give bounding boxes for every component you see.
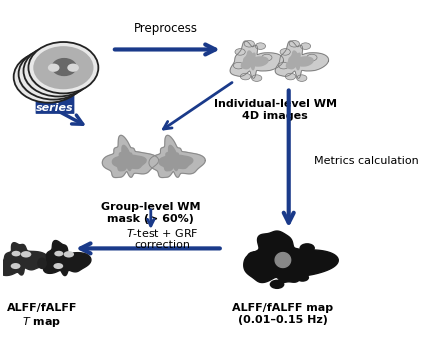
Ellipse shape	[299, 243, 314, 253]
Ellipse shape	[295, 273, 308, 282]
Ellipse shape	[12, 251, 21, 256]
Text: $T$-test + GRF
correction: $T$-test + GRF correction	[126, 227, 198, 250]
Ellipse shape	[52, 58, 77, 76]
Text: Individual-level WM
4D images: Individual-level WM 4D images	[213, 99, 336, 121]
Ellipse shape	[243, 40, 254, 47]
Polygon shape	[159, 145, 192, 171]
Ellipse shape	[67, 64, 79, 72]
Ellipse shape	[285, 73, 295, 80]
Ellipse shape	[46, 61, 72, 79]
Ellipse shape	[233, 62, 243, 69]
Ellipse shape	[62, 67, 74, 75]
Text: Preprocess: Preprocess	[134, 22, 198, 35]
Ellipse shape	[28, 49, 89, 92]
Ellipse shape	[255, 43, 265, 50]
Polygon shape	[243, 231, 338, 282]
Ellipse shape	[234, 49, 245, 55]
Ellipse shape	[306, 54, 316, 61]
Polygon shape	[286, 51, 312, 70]
Polygon shape	[0, 243, 48, 275]
Ellipse shape	[18, 48, 88, 100]
Ellipse shape	[280, 49, 290, 55]
Ellipse shape	[38, 70, 49, 78]
Polygon shape	[241, 51, 267, 70]
Ellipse shape	[53, 263, 63, 269]
Ellipse shape	[300, 43, 310, 50]
Text: Group-level WM
mask (> 60%): Group-level WM mask (> 60%)	[101, 202, 200, 223]
Polygon shape	[112, 145, 146, 171]
Ellipse shape	[269, 231, 283, 240]
Ellipse shape	[240, 73, 250, 80]
Ellipse shape	[24, 45, 93, 96]
Polygon shape	[230, 41, 283, 78]
Text: ALFF/fALFF map
(0.01–0.15 Hz): ALFF/fALFF map (0.01–0.15 Hz)	[232, 303, 333, 325]
Text: ALFF/fALFF
$T$ map: ALFF/fALFF $T$ map	[7, 303, 77, 329]
Ellipse shape	[37, 67, 62, 86]
Ellipse shape	[33, 46, 93, 89]
Ellipse shape	[54, 251, 63, 256]
Polygon shape	[149, 135, 205, 178]
Text: Metrics calculation: Metrics calculation	[313, 156, 418, 165]
Polygon shape	[274, 252, 290, 268]
Ellipse shape	[278, 62, 288, 69]
Ellipse shape	[28, 42, 98, 93]
Ellipse shape	[18, 55, 79, 98]
Ellipse shape	[14, 51, 83, 103]
Ellipse shape	[289, 40, 299, 47]
Polygon shape	[102, 135, 158, 178]
Polygon shape	[43, 241, 91, 276]
Ellipse shape	[261, 54, 271, 61]
Ellipse shape	[21, 251, 31, 257]
Ellipse shape	[11, 263, 20, 269]
Ellipse shape	[43, 67, 55, 75]
Text: Time
series: Time series	[36, 92, 74, 113]
Ellipse shape	[33, 73, 45, 81]
Ellipse shape	[251, 75, 261, 82]
Ellipse shape	[269, 280, 284, 289]
Ellipse shape	[57, 70, 69, 78]
Polygon shape	[274, 41, 328, 78]
Ellipse shape	[296, 75, 306, 82]
Ellipse shape	[42, 64, 67, 82]
Ellipse shape	[23, 52, 83, 95]
Ellipse shape	[48, 64, 59, 72]
Ellipse shape	[63, 251, 74, 257]
Ellipse shape	[246, 251, 264, 262]
Ellipse shape	[37, 257, 47, 269]
Ellipse shape	[52, 73, 64, 81]
